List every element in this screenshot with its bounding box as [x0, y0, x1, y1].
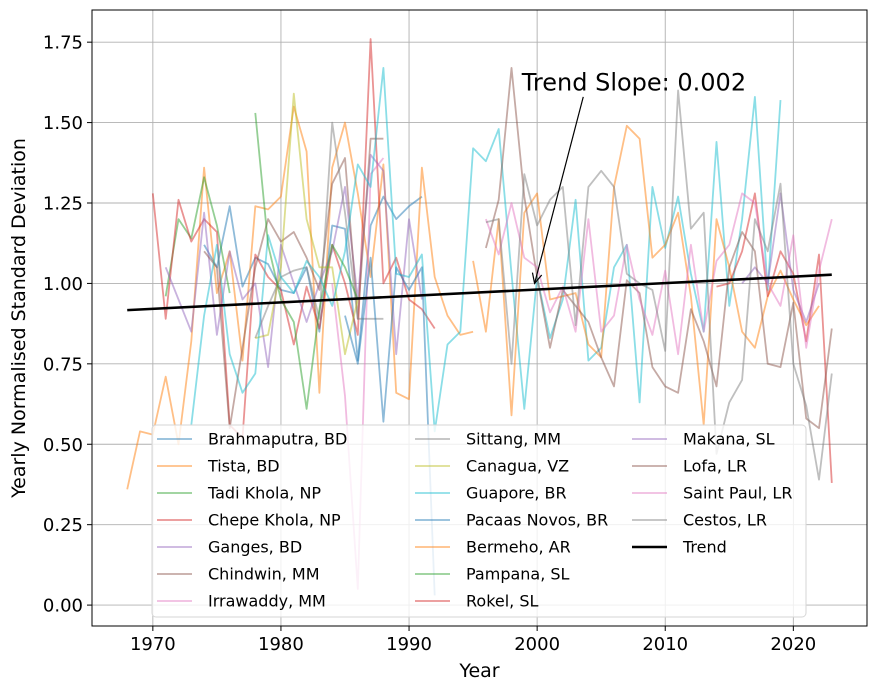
legend-label: Lofa, LR [683, 457, 747, 476]
legend-label: Pacaas Novos, BR [466, 511, 608, 530]
legend-label: Pampana, SL [466, 565, 570, 584]
legend-label: Sittang, MM [466, 430, 561, 449]
series-line [190, 67, 782, 433]
annotation-text: Trend Slope: 0.002 [521, 68, 746, 96]
x-tick-label: 1970 [130, 634, 176, 655]
series-line [485, 67, 833, 430]
y-tick-label: 1.50 [43, 113, 83, 134]
series-line [164, 176, 231, 297]
x-axis-label: Year [458, 660, 499, 682]
legend-label: Chindwin, MM [208, 565, 320, 584]
series-line [716, 192, 833, 483]
legend-label: Makana, SL [683, 430, 775, 449]
x-tick-label: 2020 [770, 634, 816, 655]
legend-label: Tadi Khola, NP [207, 484, 321, 503]
trend-layer [127, 273, 832, 312]
legend-label: Rokel, SL [466, 592, 539, 611]
series-line [151, 38, 436, 439]
x-tick-label: 1980 [258, 634, 304, 655]
legend-label: Irrawaddy, MM [208, 592, 326, 611]
y-tick-label: 1.75 [43, 33, 83, 54]
y-tick-label: 0.25 [43, 515, 83, 536]
annotation-arrow [534, 96, 584, 284]
series-line [126, 105, 474, 490]
trend-line [127, 273, 832, 312]
legend-label: Cestos, LR [683, 511, 767, 530]
y-tick-label: 0.00 [43, 596, 83, 617]
trend-annotation: Trend Slope: 0.002 [521, 68, 746, 285]
x-tick-label: 2000 [514, 634, 560, 655]
series-line [164, 153, 423, 369]
legend: Brahmaputra, BD Tista, BD Tadi Khola, NP Ch… [151, 424, 807, 618]
y-tick-label: 1.25 [43, 194, 83, 215]
legend-label: Canagua, VZ [466, 457, 569, 476]
legend-label: Bermeho, AR [466, 538, 571, 557]
y-axis-label: Yearly Normalised Standard Deviation [8, 138, 30, 499]
x-tick-label: 1990 [386, 634, 432, 655]
legend-label: Tista, BD [207, 457, 280, 476]
y-axis: 0.00 0.25 0.50 0.75 1.00 1.25 1.50 1.75 [43, 33, 92, 617]
y-tick-label: 1.00 [43, 274, 83, 295]
y-tick-label: 0.75 [43, 354, 83, 375]
legend-label: Brahmaputra, BD [208, 430, 347, 449]
annotation-arrowhead [531, 272, 543, 285]
series-line [344, 256, 436, 596]
legend-label: Ganges, BD [208, 538, 302, 557]
series-line [485, 89, 833, 481]
series-line [254, 112, 359, 410]
y-tick-label: 0.50 [43, 435, 83, 456]
legend-label: Saint Paul, LR [683, 484, 792, 503]
plot-frame [91, 9, 868, 627]
series-line [203, 137, 384, 430]
legend-label: Trend [682, 538, 727, 557]
legend-label: Guapore, BR [466, 484, 567, 503]
x-tick-label: 2010 [642, 634, 688, 655]
legend-box [151, 424, 807, 618]
series-line [255, 92, 359, 356]
legend-label: Chepe Khola, NP [208, 511, 341, 530]
x-axis: 1970 1980 1990 2000 2010 2020 [130, 626, 816, 655]
